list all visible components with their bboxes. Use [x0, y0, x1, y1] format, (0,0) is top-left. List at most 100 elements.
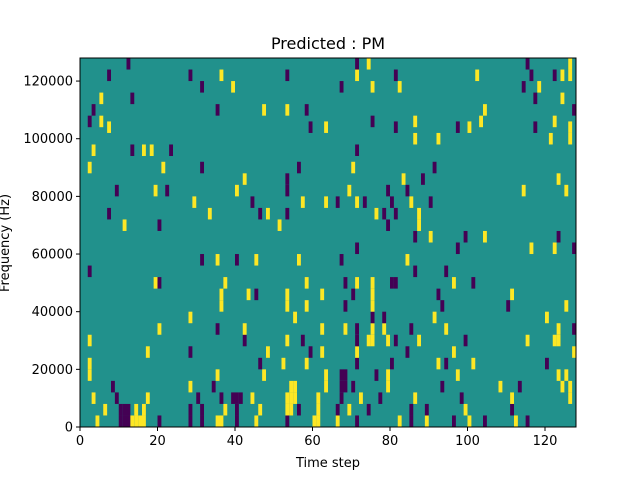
heatmap-cell — [87, 115, 92, 128]
heatmap-cell — [111, 380, 115, 393]
heatmap-cell — [467, 121, 472, 133]
heatmap-cell — [452, 415, 456, 427]
heatmap-cell — [548, 132, 553, 145]
heatmap-cell — [386, 334, 391, 347]
heatmap-cell — [165, 184, 170, 197]
heatmap-cell — [521, 81, 526, 93]
heatmap-cell — [347, 403, 352, 416]
heatmap-cell — [386, 219, 391, 231]
heatmap-cell — [475, 69, 480, 82]
heatmap-cell — [145, 346, 150, 358]
heatmap-cell — [235, 403, 239, 416]
heatmap-cell — [428, 230, 433, 243]
heatmap-cell — [560, 380, 565, 393]
heatmap-cell — [285, 288, 290, 301]
heatmap-cell — [366, 334, 371, 347]
heatmap-cell — [471, 357, 476, 370]
heatmap-cell — [142, 403, 146, 416]
heatmap-cell — [157, 323, 162, 335]
heatmap-cell — [308, 121, 313, 133]
heatmap-cell — [285, 207, 290, 220]
heatmap-cell — [351, 161, 356, 174]
heatmap-cell — [126, 415, 131, 427]
heatmap-cell — [351, 380, 356, 393]
heatmap-cell — [413, 392, 418, 404]
heatmap-cell — [293, 311, 298, 324]
heatmap-cell — [409, 415, 414, 427]
heatmap-cell — [289, 392, 294, 404]
heatmap-cell — [533, 92, 538, 105]
x-tick-label: 80 — [382, 434, 399, 449]
heatmap-cell — [324, 121, 329, 133]
heatmap-cell — [393, 207, 398, 220]
heatmap-cell — [304, 300, 309, 312]
heatmap-cell — [258, 207, 263, 220]
heatmap-cell — [297, 254, 301, 266]
heatmap-cell — [324, 380, 329, 393]
heatmap-cell — [91, 104, 96, 116]
heatmap-cell — [355, 334, 360, 347]
heatmap-cell — [537, 81, 542, 93]
y-tick-label: 100000 — [23, 132, 73, 147]
heatmap-cell — [126, 403, 131, 416]
heatmap-cell — [390, 277, 394, 289]
heatmap-cell — [463, 403, 468, 416]
heatmap-cell — [463, 334, 468, 347]
heatmap-cell — [374, 207, 379, 220]
heatmap-cell — [285, 300, 290, 312]
heatmap-cell — [436, 357, 441, 370]
heatmap-cell — [223, 403, 228, 416]
heatmap-cell — [103, 403, 108, 416]
heatmap-cell — [417, 207, 422, 220]
heatmap-cell — [421, 173, 425, 185]
heatmap-cell — [285, 173, 290, 185]
heatmap-cell — [393, 334, 398, 347]
heatmap-cell — [552, 69, 557, 82]
heatmap-cell — [572, 323, 577, 335]
heatmap-cell — [556, 173, 561, 185]
heatmap-cell — [211, 380, 216, 393]
heatmap-cell — [99, 92, 104, 105]
heatmap-cell — [428, 196, 433, 208]
heatmap-cell — [130, 92, 135, 105]
heatmap-cell — [432, 311, 437, 324]
heatmap-cell — [351, 288, 356, 301]
heatmap-cell — [483, 104, 487, 116]
heatmap-cell — [118, 415, 123, 427]
heatmap-cell — [300, 334, 305, 347]
heatmap-cell — [242, 323, 247, 335]
heatmap-cell — [370, 277, 375, 289]
heatmap-cell — [238, 392, 243, 404]
heatmap-cell — [529, 69, 534, 82]
heatmap-cell — [568, 380, 573, 393]
heatmap-cell — [99, 115, 104, 128]
heatmap-cell — [432, 161, 437, 174]
heatmap-cell — [572, 104, 577, 116]
heatmap-cell — [506, 300, 511, 312]
heatmap-cell — [297, 161, 301, 174]
heatmap-cell — [401, 173, 406, 185]
heatmap-cell — [87, 161, 92, 174]
heatmap-cell — [444, 265, 449, 278]
heatmap-cell — [382, 323, 387, 335]
heatmap-cell — [440, 380, 445, 393]
heatmap-cell — [339, 369, 344, 381]
heatmap-cell — [169, 144, 174, 157]
heatmap-cell — [568, 69, 573, 82]
heatmap-cell — [289, 403, 294, 416]
heatmap-cell — [122, 415, 127, 427]
heatmap-cell — [370, 334, 375, 347]
heatmap-cell — [87, 334, 92, 347]
heatmap-cell — [324, 369, 329, 381]
heatmap-cell — [262, 104, 267, 116]
heatmap-cell — [370, 300, 375, 312]
heatmap-cell — [436, 288, 441, 301]
heatmap-cell — [285, 415, 290, 427]
heatmap-cell — [254, 288, 259, 301]
heatmap-cell — [235, 184, 239, 197]
heatmap-cell — [242, 334, 247, 347]
heatmap-cell — [556, 323, 561, 335]
chart-title: Predicted : PM — [271, 34, 385, 53]
heatmap-cell — [355, 415, 360, 427]
heatmap-cell — [304, 104, 309, 116]
